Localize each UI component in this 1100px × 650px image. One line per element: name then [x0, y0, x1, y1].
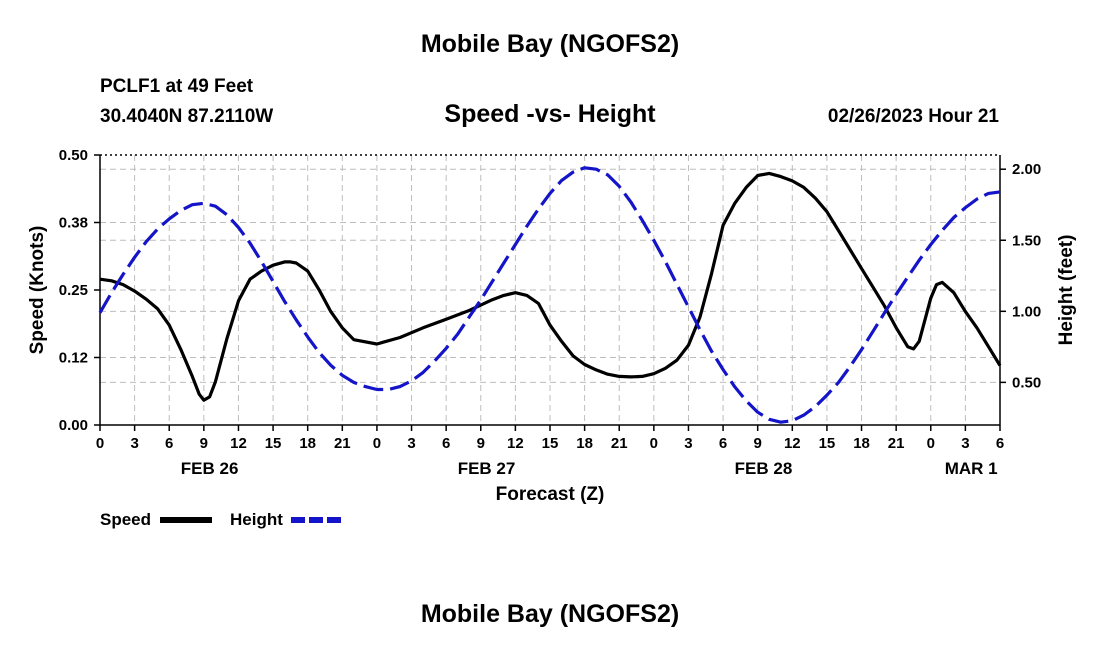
x-tick-label: 12 [507, 435, 524, 452]
x-date-label: FEB 28 [735, 459, 793, 478]
chart-title: Mobile Bay (NGOFS2) [420, 30, 680, 58]
y-tick-label-speed: 0.12 [59, 350, 88, 367]
y-tick-label-speed: 0.38 [59, 215, 88, 232]
x-tick-label: 0 [650, 435, 658, 452]
x-date-label: FEB 27 [458, 459, 516, 478]
x-tick-label: 9 [754, 435, 762, 452]
x-tick-label: 3 [130, 435, 138, 452]
series-layer [98, 166, 1002, 424]
x-date-label: MAR 1 [945, 459, 998, 478]
x-axis: 0 3 6 9 12 15 18 21 0 3 6 9 12 15 18 21 0 3 6 9 12 15 18 21 0 3 6F… [96, 425, 1004, 478]
x-tick-label: 6 [996, 435, 1004, 452]
x-date-label: FEB 26 [181, 459, 239, 478]
legend-height-label: Height [230, 510, 283, 529]
y-axis-speed: 0.00 0.12 0.25 0.38 0.50 [59, 147, 100, 434]
x-tick-label: 3 [961, 435, 969, 452]
y-tick-label-height: 2.00 [1012, 161, 1041, 178]
x-tick-label: 21 [334, 435, 351, 452]
x-tick-label: 3 [684, 435, 692, 452]
x-tick-label: 9 [200, 435, 208, 452]
series-line-speed [99, 171, 1002, 402]
chart-subtitle: Speed -vs- Height [444, 100, 656, 128]
y-axis-label-speed: Speed (Knots) [27, 226, 48, 355]
x-tick-label: 15 [542, 435, 559, 452]
x-tick-label: 6 [165, 435, 173, 452]
x-tick-label: 6 [719, 435, 727, 452]
forecast-timestamp: 02/26/2023 Hour 21 [827, 106, 999, 127]
x-axis-label: Forecast (Z) [496, 484, 605, 505]
grid-lines [100, 155, 1000, 425]
x-tick-label: 12 [784, 435, 801, 452]
x-tick-label: 9 [477, 435, 485, 452]
legend-speed-label: Speed [100, 510, 151, 529]
x-tick-label: 18 [853, 435, 870, 452]
x-tick-label: 0 [96, 435, 104, 452]
x-tick-label: 18 [576, 435, 593, 452]
y-tick-label-speed: 0.25 [59, 282, 88, 299]
x-tick-label: 6 [442, 435, 450, 452]
x-tick-label: 0 [373, 435, 381, 452]
y-tick-label-speed: 0.50 [59, 147, 88, 164]
legend: Speed Height [100, 510, 343, 529]
x-tick-label: 3 [407, 435, 415, 452]
y-tick-label-height: 1.50 [1012, 232, 1041, 249]
y-tick-label-height: 1.00 [1012, 303, 1041, 320]
x-tick-label: 18 [299, 435, 316, 452]
series-line-height [98, 166, 1001, 424]
x-tick-label: 21 [611, 435, 628, 452]
y-axis-label-height: Height (feet) [1056, 235, 1077, 346]
x-tick-label: 15 [819, 435, 836, 452]
station-label: PCLF1 at 49 Feet [100, 76, 254, 97]
y-tick-label-speed: 0.00 [59, 417, 88, 434]
x-tick-label: 21 [888, 435, 905, 452]
y-axis-height: 0.50 1.00 1.50 2.00 [1000, 161, 1041, 391]
footer-chart-title: Mobile Bay (NGOFS2) [420, 600, 680, 628]
station-coordinates: 30.4040N 87.2110W [100, 106, 274, 127]
x-tick-label: 12 [230, 435, 247, 452]
x-tick-label: 15 [265, 435, 282, 452]
x-tick-label: 0 [927, 435, 935, 452]
y-tick-label-height: 0.50 [1012, 374, 1041, 391]
